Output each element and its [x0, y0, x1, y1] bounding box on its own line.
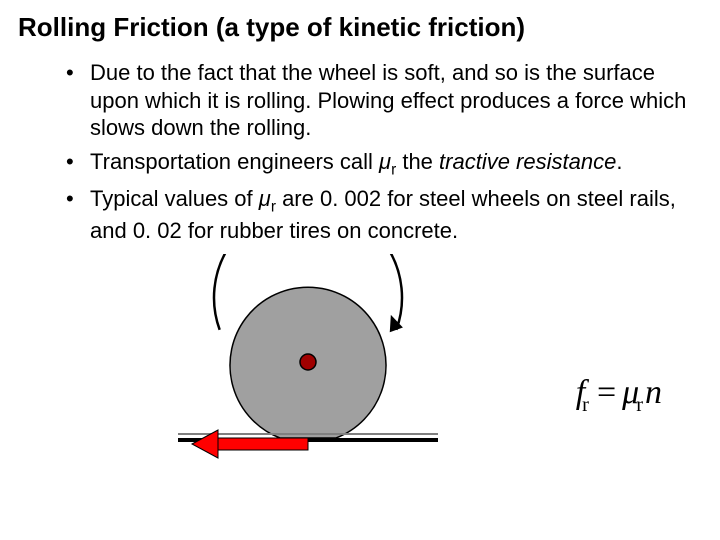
bullet-item-2: Transportation engineers call μr the tra…: [66, 148, 702, 180]
wheel-center-dot: [300, 354, 316, 370]
bullet-item-3: Typical values of μr are 0. 002 for stee…: [66, 185, 702, 244]
rolling-wheel-diagram: [178, 254, 438, 464]
bullet-3-text-a: Typical values of: [90, 186, 259, 211]
bullet-item-1: Due to the fact that the wheel is soft, …: [66, 59, 702, 142]
equation-n: n: [645, 374, 662, 411]
equation-equals: =: [597, 374, 616, 411]
bullet-2-mu: μ: [379, 149, 391, 174]
friction-arrow-shaft: [218, 438, 308, 450]
bullet-list: Due to the fact that the wheel is soft, …: [18, 59, 702, 244]
diagram-area: fr=μrn: [18, 254, 702, 479]
equation-mu-sub: r: [636, 394, 643, 416]
page-title: Rolling Friction (a type of kinetic fric…: [18, 12, 702, 43]
bullet-3-mu: μ: [259, 186, 271, 211]
bullet-2-text-a: Transportation engineers call: [90, 149, 379, 174]
equation-f-sub: r: [582, 394, 589, 416]
bullet-1-text: Due to the fact that the wheel is soft, …: [90, 60, 686, 140]
bullet-2-italic: tractive resistance: [439, 149, 616, 174]
bullet-2-text-c: .: [616, 149, 622, 174]
equation: fr=μrn: [576, 374, 662, 417]
bullet-2-text-b: the: [396, 149, 439, 174]
